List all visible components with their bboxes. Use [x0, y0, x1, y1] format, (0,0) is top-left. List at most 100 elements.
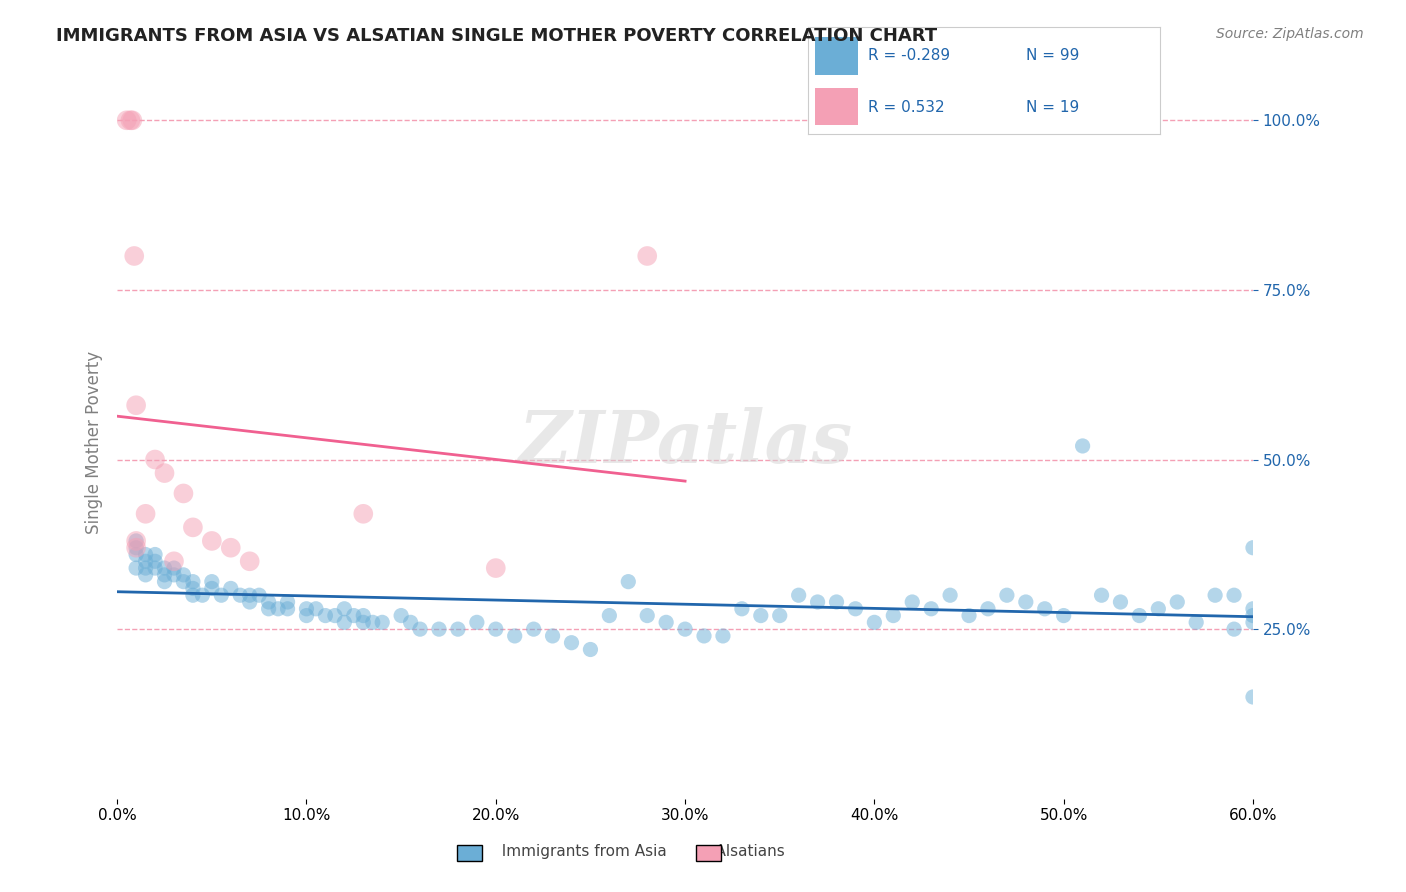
- Point: [579, 642, 602, 657]
- Point: [1204, 588, 1226, 602]
- Point: [1147, 601, 1170, 615]
- Text: Source: ZipAtlas.com: Source: ZipAtlas.com: [1216, 27, 1364, 41]
- Point: [153, 567, 176, 582]
- Point: [352, 507, 374, 521]
- Text: N = 99: N = 99: [1026, 48, 1080, 63]
- Point: [731, 601, 754, 615]
- Point: [201, 582, 224, 596]
- Point: [181, 588, 204, 602]
- Point: [229, 588, 252, 602]
- Point: [749, 608, 772, 623]
- Point: [277, 601, 299, 615]
- Point: [257, 595, 280, 609]
- Bar: [815, 37, 858, 75]
- Point: [389, 608, 412, 623]
- Point: [125, 541, 148, 555]
- Point: [143, 561, 166, 575]
- Point: [503, 629, 526, 643]
- Point: [1128, 608, 1150, 623]
- Point: [1241, 541, 1264, 555]
- Point: [636, 608, 658, 623]
- Point: [465, 615, 488, 630]
- Point: [143, 554, 166, 568]
- Point: [277, 595, 299, 609]
- Text: Immigrants from Asia          Alsatians: Immigrants from Asia Alsatians: [492, 845, 785, 859]
- Point: [239, 588, 262, 602]
- Point: [409, 622, 432, 636]
- Point: [598, 608, 620, 623]
- Point: [1241, 608, 1264, 623]
- Point: [361, 615, 384, 630]
- Point: [219, 541, 242, 555]
- Point: [1223, 588, 1246, 602]
- Point: [1071, 439, 1094, 453]
- Point: [122, 249, 145, 263]
- Y-axis label: Single Mother Poverty: Single Mother Poverty: [86, 351, 103, 534]
- Point: [447, 622, 470, 636]
- Point: [115, 113, 138, 128]
- Bar: [815, 87, 858, 125]
- Point: [239, 554, 262, 568]
- Point: [121, 113, 143, 128]
- Point: [939, 588, 962, 602]
- Point: [1053, 608, 1076, 623]
- Point: [323, 608, 346, 623]
- Point: [153, 561, 176, 575]
- Point: [120, 113, 142, 128]
- Point: [1090, 588, 1112, 602]
- Point: [172, 574, 194, 589]
- Point: [636, 249, 658, 263]
- Point: [181, 520, 204, 534]
- Point: [1241, 615, 1264, 630]
- Point: [257, 601, 280, 615]
- Point: [1185, 615, 1208, 630]
- Point: [295, 608, 318, 623]
- Point: [807, 595, 830, 609]
- Point: [181, 582, 204, 596]
- Point: [673, 622, 696, 636]
- Point: [125, 533, 148, 548]
- Point: [143, 548, 166, 562]
- Point: [247, 588, 270, 602]
- Point: [427, 622, 450, 636]
- Point: [219, 582, 242, 596]
- Point: [201, 533, 224, 548]
- Point: [523, 622, 546, 636]
- Point: [1223, 622, 1246, 636]
- Text: ZIPatlas: ZIPatlas: [517, 407, 852, 478]
- Point: [352, 615, 374, 630]
- Point: [125, 561, 148, 575]
- Point: [181, 574, 204, 589]
- Point: [1241, 690, 1264, 704]
- Point: [399, 615, 422, 630]
- Point: [541, 629, 564, 643]
- Point: [135, 554, 157, 568]
- Point: [977, 601, 1000, 615]
- Point: [125, 533, 148, 548]
- Point: [711, 629, 734, 643]
- Point: [957, 608, 980, 623]
- Point: [995, 588, 1018, 602]
- Point: [333, 601, 356, 615]
- Point: [693, 629, 716, 643]
- Point: [1109, 595, 1132, 609]
- Point: [172, 567, 194, 582]
- Point: [1166, 595, 1188, 609]
- Point: [135, 567, 157, 582]
- Point: [920, 601, 942, 615]
- Point: [901, 595, 924, 609]
- Point: [882, 608, 904, 623]
- Text: R = 0.532: R = 0.532: [868, 100, 945, 114]
- Point: [1033, 601, 1056, 615]
- Point: [153, 574, 176, 589]
- Point: [163, 561, 186, 575]
- Point: [153, 466, 176, 480]
- Point: [485, 561, 508, 575]
- Point: [191, 588, 214, 602]
- Point: [560, 636, 582, 650]
- Point: [1015, 595, 1038, 609]
- Point: [314, 608, 336, 623]
- Point: [333, 615, 356, 630]
- Point: [825, 595, 848, 609]
- Point: [209, 588, 232, 602]
